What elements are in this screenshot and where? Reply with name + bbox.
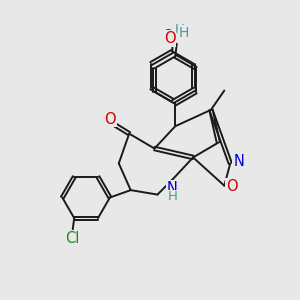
Text: H: H	[175, 23, 184, 36]
Text: O: O	[226, 179, 238, 194]
Text: H: H	[178, 26, 189, 40]
Text: N: N	[166, 181, 177, 196]
Text: O: O	[104, 112, 116, 127]
Text: O: O	[162, 28, 173, 42]
Text: N: N	[233, 154, 244, 169]
Text: O: O	[164, 31, 176, 46]
Text: H: H	[167, 190, 177, 203]
Text: Cl: Cl	[65, 231, 80, 246]
